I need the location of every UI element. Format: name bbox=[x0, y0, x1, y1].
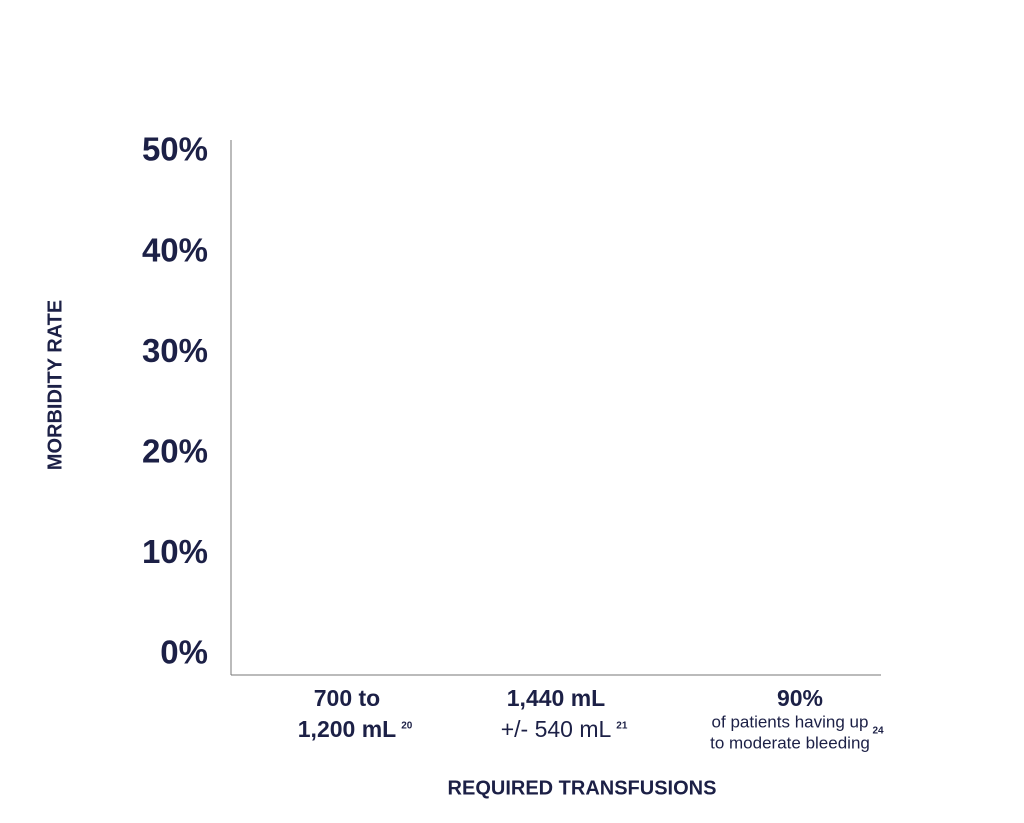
x-axis-title: REQUIRED TRANSFUSIONS bbox=[448, 777, 717, 799]
x-tick-label: 1,440 mL bbox=[507, 685, 605, 711]
footnote-ref: 21 bbox=[616, 721, 628, 732]
footnote-ref: 20 bbox=[401, 721, 413, 732]
y-tick-label: 40% bbox=[142, 231, 208, 268]
footnote-ref: 24 bbox=[872, 726, 884, 737]
y-tick-label: 30% bbox=[142, 332, 208, 369]
y-tick-label: 50% bbox=[142, 131, 208, 168]
y-axis-title: MORBIDITY RATE bbox=[44, 300, 66, 470]
x-tick-detail: to moderate bleeding bbox=[710, 733, 870, 752]
x-tick-label: 1,200 mL bbox=[298, 716, 396, 742]
y-tick-label: 10% bbox=[142, 533, 208, 570]
y-tick-label: 20% bbox=[142, 433, 208, 470]
x-tick-detail: of patients having up bbox=[712, 712, 869, 731]
x-tick-label: 700 to bbox=[314, 685, 380, 711]
x-tick-label: 90% bbox=[777, 685, 823, 711]
y-tick-label: 0% bbox=[160, 634, 208, 671]
x-tick-label: +/- 540 mL bbox=[501, 716, 612, 742]
